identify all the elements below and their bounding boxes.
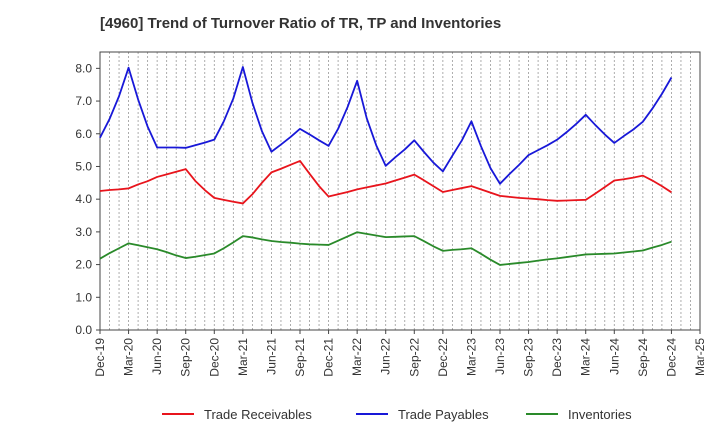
x-tick-label: Sep-23 xyxy=(522,338,536,377)
x-tick-label: Jun-20 xyxy=(150,338,164,375)
legend-label: Inventories xyxy=(568,407,632,422)
x-tick-label: Jun-24 xyxy=(607,338,621,375)
y-tick-label: 5.0 xyxy=(75,159,92,173)
series-line-inventories xyxy=(99,231,672,266)
y-tick-label: 8.0 xyxy=(75,61,92,75)
y-tick-label: 7.0 xyxy=(75,94,92,108)
x-tick-label: Jun-21 xyxy=(264,338,278,375)
x-tick-label: Mar-22 xyxy=(350,338,364,376)
x-tick-label: Jun-23 xyxy=(493,338,507,375)
x-tick-label: Mar-24 xyxy=(579,338,593,376)
x-tick-label: Jun-22 xyxy=(379,338,393,375)
x-tick-label: Dec-24 xyxy=(664,338,678,377)
series-line-trade-payables xyxy=(99,66,673,185)
grid xyxy=(109,52,691,330)
series-lines xyxy=(99,66,673,266)
axes xyxy=(99,51,701,331)
x-tick-label: Mar-25 xyxy=(693,338,707,376)
plot-frame xyxy=(99,51,701,331)
y-tick-label: 1.0 xyxy=(75,290,92,304)
x-tick-label: Dec-20 xyxy=(207,338,221,377)
y-tick-label: 6.0 xyxy=(75,127,92,141)
x-tick-label: Dec-19 xyxy=(93,338,107,377)
y-tick-label: 2.0 xyxy=(75,258,92,272)
legend-label: Trade Receivables xyxy=(204,407,312,422)
x-tick-label: Dec-23 xyxy=(550,338,564,377)
x-tick-label: Mar-23 xyxy=(464,338,478,376)
series-line-trade-receivables xyxy=(99,160,672,205)
x-tick-label: Sep-20 xyxy=(179,338,193,377)
y-tick-label: 0.0 xyxy=(75,323,92,337)
legend: Trade Receivables Trade Payables Inventori… xyxy=(162,407,632,422)
x-tick-label: Dec-21 xyxy=(322,338,336,377)
x-tick-label: Sep-24 xyxy=(636,338,650,377)
y-tick-label: 4.0 xyxy=(75,192,92,206)
x-tick-label: Sep-22 xyxy=(407,338,421,377)
x-axis-ticks: Dec-19 Mar-20 Jun-20 Sep-20 Dec-20 Mar-21 Jun-… xyxy=(93,330,707,377)
chart-title: [4960] Trend of Turnover Ratio of TR, TP… xyxy=(100,15,502,32)
legend-label: Trade Payables xyxy=(398,407,489,422)
x-tick-label: Sep-21 xyxy=(293,338,307,377)
x-tick-label: Mar-20 xyxy=(122,338,136,376)
x-tick-label: Mar-21 xyxy=(236,338,250,376)
y-axis-ticks: 0.0 1.0 2.0 3.0 4.0 5.0 6.0 7.0 8.0 xyxy=(75,61,100,337)
x-tick-label: Dec-22 xyxy=(436,338,450,377)
y-tick-label: 3.0 xyxy=(75,225,92,239)
